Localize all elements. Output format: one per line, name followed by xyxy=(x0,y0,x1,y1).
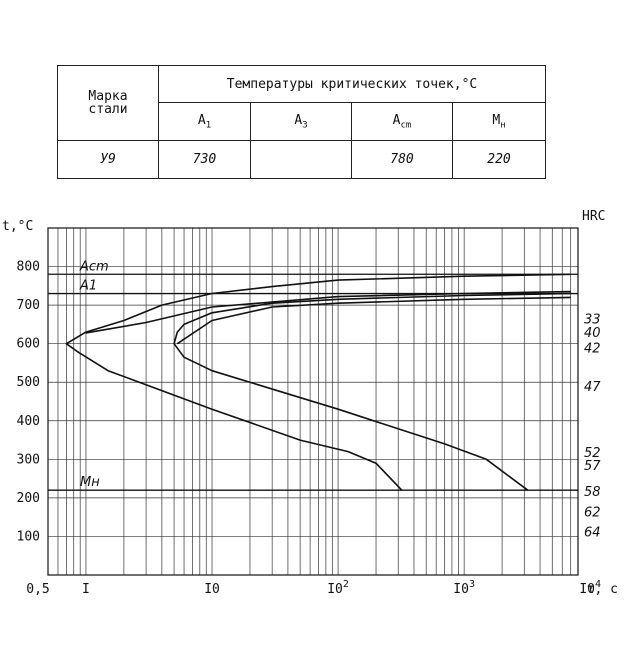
y-tick-label: 500 xyxy=(17,375,40,390)
transformation-curve xyxy=(173,292,571,491)
cell-grade: У9 xyxy=(57,140,159,179)
hrc-value-label: 64 xyxy=(584,526,601,541)
header-mn: Mн xyxy=(452,102,546,141)
y-tick-label: 200 xyxy=(17,491,40,506)
cell-acm: 780 xyxy=(351,140,453,179)
y-tick-label: 400 xyxy=(17,414,40,429)
hrc-value-label: 62 xyxy=(584,506,601,521)
hrc-value-label: 40 xyxy=(584,326,601,341)
reference-line-label: Acm xyxy=(79,259,109,274)
y-tick-label: 800 xyxy=(17,260,40,275)
hrc-value-label: 42 xyxy=(584,342,601,357)
grade-header-label: Марка стали xyxy=(88,88,128,117)
cell-a3 xyxy=(250,140,352,179)
x-tick-label: I02 xyxy=(327,579,349,597)
grade-header: Марка стали xyxy=(57,65,159,141)
hrc-axis-label: HRC xyxy=(582,209,605,224)
hrc-value-label: 57 xyxy=(584,459,601,474)
y-tick-label: 700 xyxy=(17,298,40,313)
x-tick-exponent: 4 xyxy=(595,579,601,590)
reference-line-label: A1 xyxy=(79,279,97,294)
hrc-value-label: 47 xyxy=(584,380,601,395)
plot-frame xyxy=(47,227,579,576)
transformation-curve xyxy=(65,273,571,491)
y-tick-label: 300 xyxy=(17,452,40,467)
x-tick-exponent: 2 xyxy=(343,579,349,590)
hrc-value-label: 58 xyxy=(584,485,601,500)
temps-header-label: Температуры критических точек, xyxy=(226,76,462,92)
transformation-curve xyxy=(176,296,571,345)
x-tick-label: I03 xyxy=(453,579,475,597)
temps-header: Температуры критических точек,°С xyxy=(158,65,546,103)
hrc-value-label: 52 xyxy=(584,446,601,461)
x-tick-exponent: 3 xyxy=(469,579,475,590)
x-tick-label: I xyxy=(82,582,90,597)
y-tick-label: 600 xyxy=(17,337,40,352)
x-tick-label: I0 xyxy=(204,582,220,597)
y-axis-label: t,°C xyxy=(2,219,33,234)
cell-a1: 730 xyxy=(158,140,251,179)
cell-mn: 220 xyxy=(452,140,546,179)
x-tick-label: 0,5 xyxy=(26,582,49,597)
temps-header-unit: °С xyxy=(461,76,478,92)
hrc-value-label: 33 xyxy=(584,312,601,327)
y-tick-label: 100 xyxy=(17,529,40,544)
x-axis-label: τ, c xyxy=(587,582,618,597)
transformation-curve xyxy=(85,290,571,334)
reference-line-label: Mн xyxy=(80,475,100,490)
critical-points-table: Марка стали Температуры критических точе… xyxy=(57,65,546,179)
